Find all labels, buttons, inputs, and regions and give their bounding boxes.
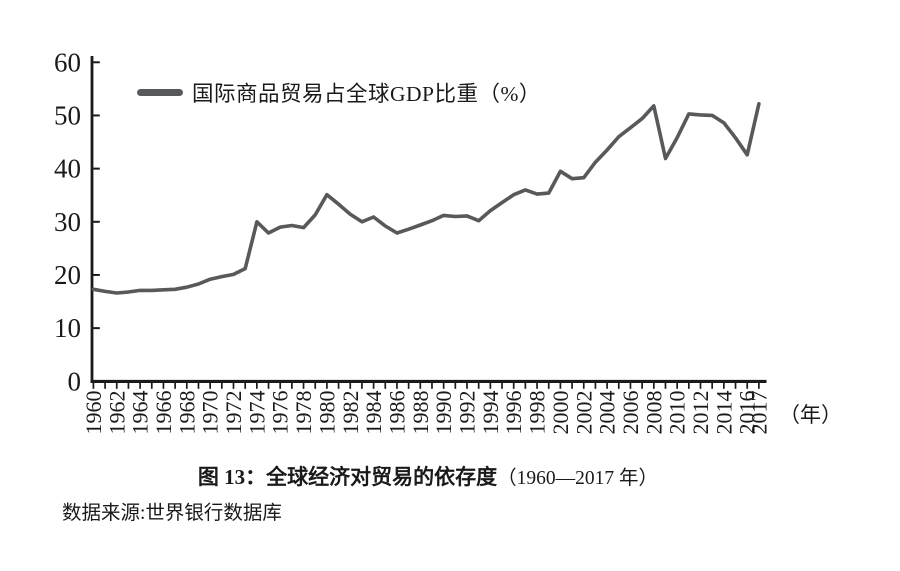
x-tick-label: 1992 xyxy=(455,391,480,435)
x-tick-label: 1980 xyxy=(314,391,339,435)
x-tick-label: 1990 xyxy=(431,391,456,435)
y-tick-label: 20 xyxy=(54,260,81,290)
legend-line-swatch-icon xyxy=(137,89,183,96)
y-tick-label: 0 xyxy=(68,366,82,396)
x-tick-label: 1988 xyxy=(408,391,433,435)
figure-caption-range: （1960—2017 年） xyxy=(497,468,659,489)
x-tick-label: 1962 xyxy=(104,391,129,435)
x-tick-label: 1998 xyxy=(525,391,550,435)
y-tick-label: 40 xyxy=(54,154,81,184)
x-tick-label: 1984 xyxy=(361,391,386,435)
x-tick-label: 1976 xyxy=(268,391,293,435)
x-tick-label: 1966 xyxy=(151,391,176,435)
x-tick-label: 1982 xyxy=(338,391,363,435)
x-tick-label: 1960 xyxy=(81,391,106,435)
x-tick-label: 1986 xyxy=(384,391,409,435)
data-source-note: 数据来源:世界银行数据库 xyxy=(62,503,282,524)
figure-caption: 图 13：全球经济对贸易的依存度（1960—2017 年） xyxy=(0,461,856,491)
x-tick-label: 2014 xyxy=(711,391,736,435)
x-tick-label: 2000 xyxy=(548,391,573,435)
x-tick-label: 1974 xyxy=(244,391,269,435)
x-tick-label: 1996 xyxy=(501,391,526,435)
x-tick-label: 1978 xyxy=(291,391,316,435)
x-tick-label: 1994 xyxy=(478,391,503,435)
x-tick-label: 2008 xyxy=(641,391,666,435)
legend-series-label: 国际商品贸易占全球GDP比重（%） xyxy=(192,82,541,106)
y-tick-label: 50 xyxy=(54,100,81,130)
x-tick-label: 2012 xyxy=(688,391,713,435)
trade-share-line xyxy=(91,102,761,295)
x-tick-label: 1968 xyxy=(174,391,199,435)
y-tick-label: 10 xyxy=(54,313,81,343)
x-tick-label: 2002 xyxy=(571,391,596,435)
x-tick-label: 1970 xyxy=(198,391,223,435)
y-tick-label: 60 xyxy=(54,47,81,77)
x-tick-label: 2006 xyxy=(618,391,643,435)
x-tick-label: 2017 xyxy=(746,391,771,435)
x-tick-label: 2004 xyxy=(595,391,620,435)
x-tick-label: 2010 xyxy=(665,391,690,435)
x-tick-label: 1964 xyxy=(128,391,153,435)
y-tick-label: 30 xyxy=(54,207,81,237)
legend: 国际商品贸易占全球GDP比重（%） xyxy=(137,77,541,108)
figure-caption-title: 图 13：全球经济对贸易的依存度 xyxy=(197,465,498,489)
x-tick-label: 2016 xyxy=(735,391,760,435)
x-tick-label: 1972 xyxy=(221,391,246,435)
x-axis-unit-label: （年） xyxy=(779,403,842,427)
